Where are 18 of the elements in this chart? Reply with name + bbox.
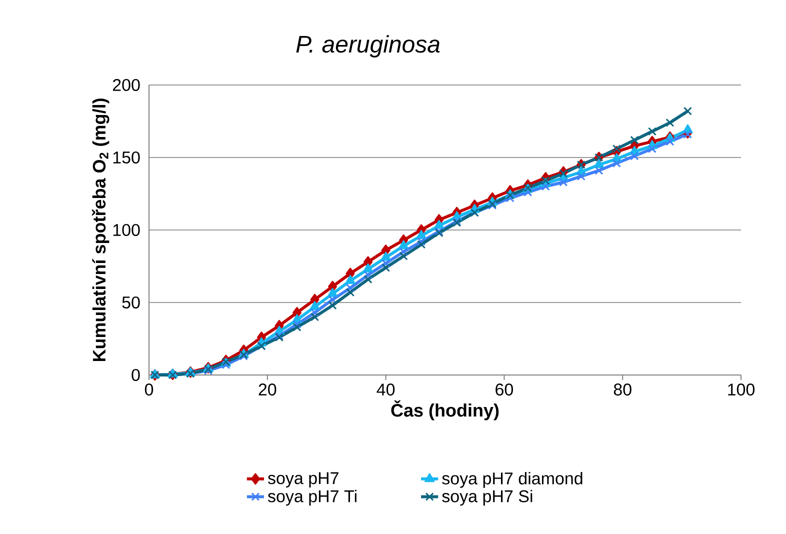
x-tick-label: 80 bbox=[614, 384, 632, 396]
y-tick-label: 50 bbox=[122, 296, 140, 309]
legend-label: soya pH7 diamond bbox=[442, 472, 582, 488]
chart-title: P. aeruginosa bbox=[296, 35, 440, 58]
x-tick-label: 20 bbox=[258, 384, 276, 396]
legend-label: soya pH7 Si bbox=[442, 490, 532, 506]
y-tick-label: 0 bbox=[132, 368, 140, 382]
legend-label: soya pH7 bbox=[268, 472, 338, 488]
x-tick-label: 40 bbox=[376, 384, 395, 396]
x-tick-label: 100 bbox=[728, 384, 755, 396]
y-tick-label: 150 bbox=[113, 151, 140, 164]
x-axis-title: Čas (hodiny) bbox=[391, 400, 499, 420]
y-tick-label: 200 bbox=[112, 78, 140, 92]
y-axis-title: Kumulativní spotřeba O$_{2}$ (mg/l) bbox=[92, 98, 110, 362]
x-tick-label: 0 bbox=[144, 384, 154, 396]
x-tick-label: 60 bbox=[496, 384, 513, 396]
y-tick-label: 100 bbox=[113, 224, 140, 236]
legend-label: soya pH7 Ti bbox=[268, 490, 356, 506]
